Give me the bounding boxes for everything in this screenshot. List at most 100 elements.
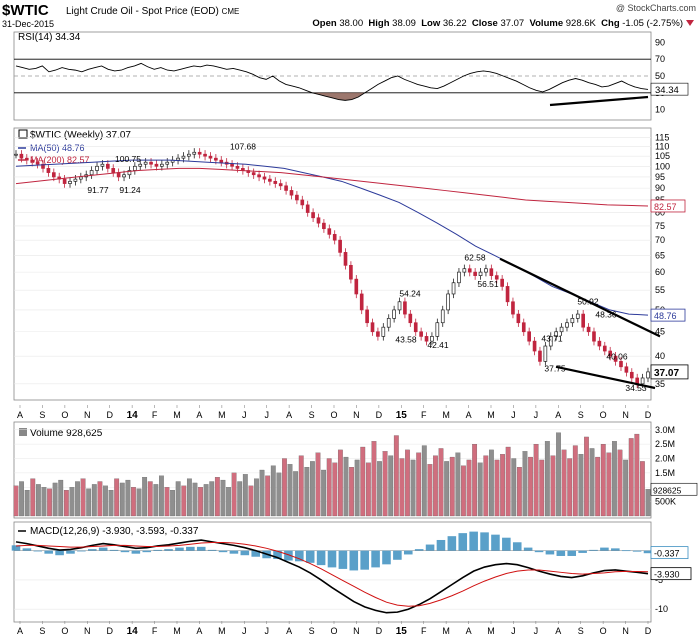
volume-bar bbox=[371, 441, 377, 517]
price-candle bbox=[646, 371, 650, 379]
volume-legend-swatch bbox=[19, 428, 27, 436]
price-candle bbox=[192, 151, 197, 155]
date-axis-label: J bbox=[534, 410, 539, 420]
macd-histogram-bar bbox=[186, 546, 195, 551]
volume-bar bbox=[500, 454, 505, 517]
volume-bar bbox=[41, 487, 47, 517]
price-candle bbox=[559, 326, 564, 333]
price-candle bbox=[478, 271, 483, 276]
price-candle bbox=[467, 268, 472, 273]
price-annotation: 56.51 bbox=[477, 279, 499, 289]
price-candle bbox=[181, 155, 186, 159]
price-candle bbox=[262, 176, 267, 180]
price-tick-label: 45 bbox=[655, 327, 665, 337]
date-axis-label: N bbox=[622, 410, 629, 420]
price-candle bbox=[197, 151, 202, 155]
ma200-value-box bbox=[650, 199, 686, 213]
ma50-value-box bbox=[650, 308, 686, 322]
macd-histogram-bar bbox=[44, 550, 53, 554]
volume-bar bbox=[164, 487, 170, 517]
volume-bar bbox=[181, 485, 187, 517]
price-candle bbox=[203, 153, 207, 157]
macd-histogram-bar bbox=[240, 550, 250, 556]
volume-bar bbox=[170, 490, 175, 517]
price-candle bbox=[116, 172, 121, 178]
price-annotation: 40.06 bbox=[606, 351, 628, 361]
volume-bar bbox=[489, 449, 494, 517]
rsi-tick-label: 10 bbox=[655, 105, 665, 115]
macd-histogram-bar bbox=[11, 545, 21, 551]
price-candle bbox=[543, 345, 548, 362]
price-candle bbox=[143, 161, 148, 165]
date-axis-label: J bbox=[511, 410, 516, 420]
price-candle bbox=[570, 318, 575, 324]
ma200-label: MA(200) 82.57 bbox=[30, 155, 90, 165]
price-candle bbox=[322, 222, 326, 230]
price-candle bbox=[273, 180, 278, 184]
volume-bar bbox=[125, 479, 131, 517]
volume-bar bbox=[522, 451, 528, 517]
volume-value: 928.6K bbox=[565, 18, 596, 29]
volume-panel: Volume 928,625 3.0M2.5M2.0M1.5M1.0M500K9… bbox=[13, 421, 698, 519]
volume-bar bbox=[63, 490, 69, 517]
watermark: @ StockCharts.com bbox=[615, 3, 696, 13]
price-candle bbox=[230, 163, 234, 167]
volume-tick-label: 2.5M bbox=[655, 439, 675, 449]
volume-bar bbox=[623, 459, 629, 517]
date-axis-label: O bbox=[600, 410, 607, 420]
volume-bar bbox=[533, 444, 539, 517]
macd-signal-line bbox=[15, 541, 649, 607]
price-candle bbox=[419, 331, 423, 337]
macd-histogram-bar bbox=[229, 550, 239, 554]
price-candle bbox=[316, 217, 321, 224]
date-axis-label: M bbox=[487, 626, 495, 636]
price-candle bbox=[359, 293, 364, 311]
price-candle bbox=[473, 271, 477, 276]
macd-histogram-bar bbox=[33, 550, 43, 552]
high-value: 38.09 bbox=[392, 18, 416, 29]
date-axis-lower: A S O N D 14 F M A M J J A S O N D 15 F M A M J J A S O N D bbox=[17, 621, 652, 637]
date-axis-label: S bbox=[309, 626, 315, 636]
volume-bar bbox=[410, 459, 416, 517]
date-axis-label: F bbox=[152, 410, 158, 420]
price-candle bbox=[327, 228, 332, 235]
open-value: 38.00 bbox=[339, 18, 364, 29]
volume-bar bbox=[108, 490, 114, 517]
volume-bar bbox=[159, 475, 164, 517]
price-candle bbox=[343, 252, 348, 266]
volume-bar bbox=[628, 438, 634, 517]
volume-bar bbox=[360, 446, 366, 517]
date-axis-label: 14 bbox=[127, 410, 139, 421]
macd-histogram-bar bbox=[436, 539, 446, 551]
price-candle bbox=[338, 239, 342, 253]
date-axis-label: F bbox=[421, 410, 427, 420]
price-candle bbox=[41, 163, 45, 169]
rsi-line bbox=[15, 62, 649, 101]
price-panel: $WTIC (Weekly) 37.07 MA(50) 48.76 MA(200… bbox=[13, 127, 689, 401]
date-axis-label: J bbox=[264, 626, 269, 636]
volume-bar bbox=[550, 455, 556, 517]
macd-histogram-bar bbox=[55, 550, 64, 556]
price-label: $WTIC (Weekly) 37.07 bbox=[30, 130, 131, 141]
price-tick-label: 105 bbox=[655, 151, 670, 161]
volume-bar bbox=[589, 448, 595, 517]
volume-bar bbox=[321, 469, 327, 517]
volume-bar bbox=[584, 436, 589, 517]
price-tick-label: 55 bbox=[655, 285, 665, 295]
macd-histogram-bar bbox=[545, 550, 555, 555]
price-candle bbox=[451, 282, 456, 295]
macd-histogram-bar bbox=[556, 550, 566, 556]
date-axis-label: 15 bbox=[396, 626, 408, 637]
rsi-panel: RSI(14) 34.34 907050301034.34 bbox=[13, 31, 689, 121]
macd-current-value: -3.930 bbox=[654, 570, 680, 580]
price-annotation: 107.68 bbox=[230, 141, 256, 151]
volume-bar bbox=[198, 487, 203, 517]
macd-histogram-bar bbox=[77, 550, 86, 552]
date-axis-label: N bbox=[353, 410, 360, 420]
macd-histogram-bar bbox=[502, 537, 511, 551]
price-annotation: 43.58 bbox=[395, 335, 417, 345]
price-candle bbox=[300, 199, 305, 206]
volume-bar bbox=[52, 482, 58, 517]
volume-bar bbox=[461, 465, 466, 517]
volume-bar bbox=[427, 464, 433, 517]
